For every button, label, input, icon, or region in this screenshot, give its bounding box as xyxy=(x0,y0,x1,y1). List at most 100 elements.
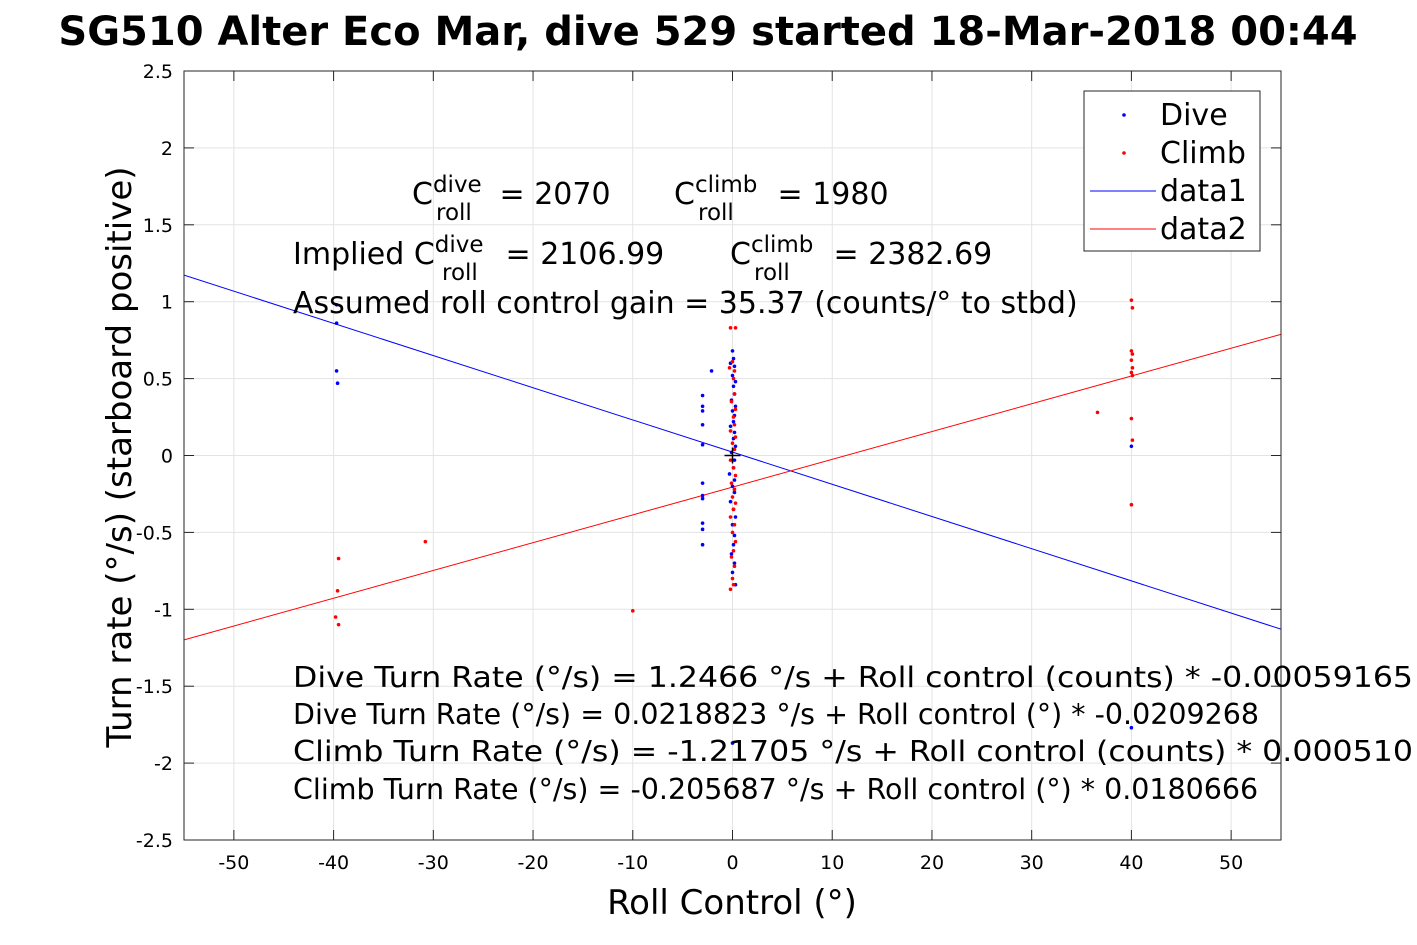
dive-point xyxy=(730,484,735,489)
axis-ticks xyxy=(184,70,1281,841)
legend-data2-label: data2 xyxy=(1160,212,1247,247)
c-roll-climb-annotation: Cclimb roll = 1980 xyxy=(674,172,889,226)
dive-point xyxy=(730,349,735,353)
dive-point xyxy=(732,364,737,369)
climb-point xyxy=(1129,349,1134,353)
legend-dive-label: Dive xyxy=(1160,98,1228,133)
dive-point xyxy=(731,419,736,424)
climb-point xyxy=(1130,306,1135,310)
climb-point xyxy=(733,407,738,412)
y-tick-label: 0.5 xyxy=(143,369,173,391)
climb-point xyxy=(336,556,341,561)
dive-point xyxy=(732,478,737,482)
x-tick-label: -20 xyxy=(518,852,549,874)
climb-point xyxy=(733,501,738,505)
climb-point xyxy=(730,530,735,535)
dive-fit-degrees-equation: Dive Turn Rate (°/s) = 0.0218823 °/s + R… xyxy=(293,698,1259,731)
climb-point xyxy=(731,549,736,553)
climb-point xyxy=(336,622,341,627)
climb-point xyxy=(729,481,734,485)
dive-point xyxy=(730,741,735,745)
climb-point xyxy=(732,369,737,373)
climb-point xyxy=(1129,416,1134,421)
implied-c-roll-dive-annotation: Implied Cdive roll = 2106.99 xyxy=(293,232,664,286)
climb-point xyxy=(732,422,737,427)
y-tick-labels: -2.5 -2 -1.5 -1 -0.5 0 0.5 1 1.5 2 2.5 xyxy=(136,61,173,852)
x-tick-label: 0 xyxy=(726,852,738,874)
dive-point xyxy=(700,496,705,501)
legend-climb-label: Climb xyxy=(1160,136,1246,171)
climb-point xyxy=(728,515,733,519)
climb-point xyxy=(729,555,734,559)
climb-point xyxy=(1129,502,1134,507)
x-tick-labels: -50 -40 -30 -20 -10 0 10 20 30 40 50 xyxy=(218,852,1243,874)
dive-point xyxy=(1129,444,1134,449)
x-tick-label: 40 xyxy=(1119,852,1143,874)
climb-point xyxy=(731,415,736,419)
climb-point xyxy=(423,539,428,544)
dive-point xyxy=(334,302,339,307)
dive-point xyxy=(700,542,705,547)
climb-point xyxy=(1130,366,1135,370)
climb-point xyxy=(728,458,733,462)
climb-fit-counts-equation: Climb Turn Rate (°/s) = -1.21705 °/s + R… xyxy=(293,735,1413,768)
x-tick-label: -10 xyxy=(617,852,648,874)
climb-point xyxy=(732,392,737,396)
y-tick-label: -1.5 xyxy=(136,676,173,698)
climb-point xyxy=(732,522,737,527)
legend-data1-label: data1 xyxy=(1160,174,1247,209)
dive-point xyxy=(731,384,736,389)
x-axis-label: Roll Control (°) xyxy=(607,883,857,923)
dive-point xyxy=(733,379,738,384)
y-tick-label: 1.5 xyxy=(143,215,173,237)
dive-point xyxy=(733,515,738,519)
origin-marker xyxy=(724,447,741,464)
climb-point xyxy=(731,376,736,381)
dive-point xyxy=(700,493,705,498)
climb-point xyxy=(1129,358,1134,362)
climb-fit-degrees-equation: Climb Turn Rate (°/s) = -0.205687 °/s + … xyxy=(293,773,1258,806)
climb-point xyxy=(731,582,736,587)
climb-point xyxy=(731,507,736,512)
dive-point xyxy=(730,373,735,378)
x-tick-label: 10 xyxy=(820,852,844,874)
x-tick-label: 30 xyxy=(1020,852,1044,874)
climb-point xyxy=(731,466,736,470)
climb-point xyxy=(1130,352,1135,356)
climb-point xyxy=(1130,373,1135,378)
climb-point xyxy=(1129,298,1134,302)
climb-point xyxy=(728,429,733,433)
y-tick-label: 0 xyxy=(161,446,173,468)
dive-point xyxy=(733,404,738,409)
dive-point xyxy=(700,409,705,413)
dive-point xyxy=(700,442,705,447)
dive-point xyxy=(731,356,736,361)
climb-point xyxy=(335,589,340,593)
climb-point xyxy=(728,326,733,330)
dive-point xyxy=(727,472,732,476)
climb-point xyxy=(333,615,338,619)
dive-point xyxy=(733,444,738,449)
climb-point xyxy=(730,359,735,364)
dive-point xyxy=(335,381,340,386)
dive-point xyxy=(700,481,705,485)
y-tick-label: -2.5 xyxy=(136,830,173,852)
dive-point xyxy=(334,321,339,326)
climb-point xyxy=(732,487,737,492)
dive-point xyxy=(728,499,733,504)
legend-box xyxy=(1083,90,1261,252)
climb-point xyxy=(727,366,732,370)
climb-point xyxy=(728,587,733,592)
climb-point xyxy=(732,447,737,452)
dive-point xyxy=(732,533,737,538)
climb-point xyxy=(733,473,738,478)
y-tick-label: 2 xyxy=(161,138,173,160)
dive-point xyxy=(732,561,737,565)
y-tick-label: -0.5 xyxy=(136,522,173,544)
climb-point xyxy=(1095,410,1100,415)
roll-gain-annotation: Assumed roll control gain = 35.37 (count… xyxy=(293,286,1078,321)
dive-point xyxy=(732,458,737,462)
climb-point xyxy=(1130,438,1135,442)
dive-fit-counts-equation: Dive Turn Rate (°/s) = 1.2466 °/s + Roll… xyxy=(293,661,1413,694)
